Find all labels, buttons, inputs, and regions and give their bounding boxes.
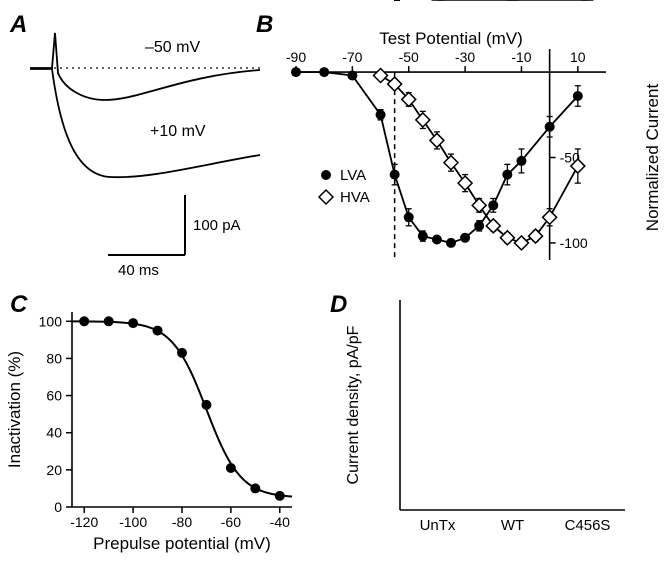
legend: LVA HVA	[319, 167, 370, 206]
marker-hva	[529, 229, 543, 243]
x-tick-label: -50	[399, 49, 419, 65]
marker-lva	[573, 91, 583, 101]
legend-hva: HVA	[340, 189, 370, 206]
marker-lva	[488, 200, 498, 210]
sig-star: *	[546, 0, 554, 5]
x-tick-label: -70	[342, 49, 362, 65]
x-tick: -40	[270, 514, 290, 530]
x-tick: -120	[70, 514, 98, 530]
data-point	[79, 316, 89, 326]
fit-curve	[72, 321, 292, 496]
y-label: Inactivation (%)	[5, 351, 24, 468]
panel-label: C	[10, 291, 28, 318]
marker-hva	[430, 133, 444, 147]
marker-hva	[472, 198, 486, 212]
marker-lva	[432, 235, 442, 245]
data-point	[128, 318, 138, 328]
data-point	[104, 316, 114, 326]
y-axis-label: Normalized Current	[643, 84, 662, 232]
marker-lva	[347, 71, 357, 81]
scalebar-x-label: 40 ms	[118, 262, 159, 279]
marker-lva	[474, 221, 484, 231]
x-tick: -80	[172, 514, 192, 530]
x-label: Prepulse potential (mV)	[93, 534, 271, 553]
y-tick: -8	[378, 0, 391, 3]
legend-lva: LVA	[340, 167, 366, 184]
cat-label: UnTx	[420, 517, 456, 534]
marker-lva	[446, 238, 456, 248]
y-tick-label: -100	[560, 235, 588, 251]
marker-hva	[514, 236, 528, 250]
y-tick: 100	[39, 313, 63, 329]
cat-label: C456S	[565, 517, 611, 534]
panel-b: -90 -70 -50 -30 -10 10 Test Potential (mV) -100…	[286, 29, 662, 260]
panel-label: D	[330, 291, 347, 318]
x-tick-label: -90	[286, 49, 306, 65]
marker-hva	[458, 176, 472, 190]
x-tick-label: -30	[455, 49, 475, 65]
marker-hva	[416, 113, 430, 127]
marker-hva	[374, 69, 388, 83]
y-tick: 60	[46, 388, 62, 404]
cat-label: WT	[501, 517, 524, 534]
x-tick-label: -10	[511, 49, 531, 65]
marker-lva	[516, 156, 526, 166]
marker-lva	[404, 212, 414, 222]
trace-bottom	[30, 69, 260, 177]
marker-lva	[502, 170, 512, 180]
marker-lva	[390, 170, 400, 180]
marker-lva	[376, 110, 386, 120]
data-point	[201, 400, 211, 410]
y-tick: 20	[46, 462, 62, 478]
panel-a: –50 mV +10 mV 100 pA 40 ms	[30, 33, 260, 279]
y-tick: 0	[54, 499, 62, 515]
sig-star: *	[471, 0, 479, 5]
trace-label-bottom: +10 mV	[150, 123, 206, 140]
series-line-LVA	[296, 72, 578, 243]
x-axis-label: Test Potential (mV)	[379, 29, 523, 48]
marker-lva	[291, 67, 301, 77]
data-point	[177, 348, 187, 358]
marker-lva	[545, 122, 555, 132]
marker-lva	[319, 67, 329, 77]
y-tick: 80	[46, 350, 62, 366]
data-point	[275, 491, 285, 501]
x-tick: -100	[119, 514, 147, 530]
panel-c: -120 -100 -80 -60 -40 0 20 40 60 80 100 Prepulse po…	[5, 312, 292, 553]
data-point	[153, 326, 163, 336]
marker-lva	[418, 231, 428, 241]
data-point	[226, 463, 236, 473]
y-label: Current density, pA/pF	[345, 325, 362, 484]
scalebar-y-label: 100 pA	[193, 217, 241, 234]
x-tick-label: 10	[570, 49, 586, 65]
marker-hva	[444, 156, 458, 170]
marker-hva	[543, 210, 557, 224]
data-point	[250, 483, 260, 493]
panel-label: B	[256, 11, 273, 38]
y-tick: 40	[46, 425, 62, 441]
marker-lva	[460, 233, 470, 243]
figure: –50 mV +10 mV 100 pA 40 ms A -90 -70 -50 -30 -10 1…	[0, 0, 669, 569]
x-tick: -60	[221, 514, 241, 530]
panel-label: A	[9, 11, 27, 38]
trace-label-top: –50 mV	[145, 39, 200, 56]
